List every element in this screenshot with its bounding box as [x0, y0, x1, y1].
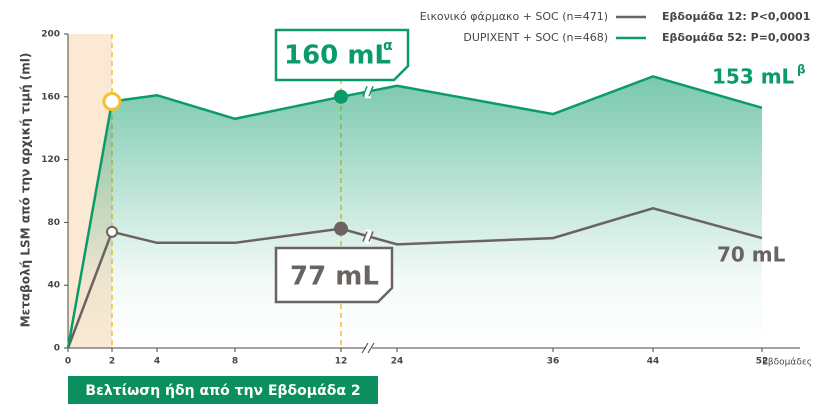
- marker: [334, 221, 348, 236]
- y-tick-label: 0: [54, 344, 60, 354]
- annotation-sup: β: [797, 63, 806, 77]
- x-tick-label: 52: [756, 357, 769, 367]
- banner-box: [68, 376, 378, 404]
- y-tick-label: 160: [41, 92, 60, 102]
- x-tick-label: 24: [391, 357, 404, 367]
- line-break-gap: [365, 229, 371, 244]
- line-break: [362, 231, 374, 242]
- callout-box: [274, 28, 410, 82]
- legend-label: DUPIXENT + SOC (n=468): [463, 31, 608, 44]
- annotation: 70 mL: [717, 243, 786, 267]
- banner: Βελτίωση ήδη από την Εβδομάδα 2: [85, 383, 360, 399]
- y-tick-label: 200: [41, 30, 60, 40]
- callout-box: [274, 246, 394, 304]
- line-break-gap: [365, 84, 371, 99]
- p-value: Εβδομάδα 12: P<0,0001: [662, 10, 810, 23]
- legend-label: Εικονικό φάρμακο + SOC (n=471): [420, 10, 608, 23]
- x-tick-label: 4: [154, 357, 160, 367]
- x-tick-label: 0: [65, 357, 71, 367]
- x-tick-label: 8: [232, 357, 238, 367]
- x-tick-label: 12: [335, 357, 348, 367]
- annotation: 77 mL: [290, 262, 379, 292]
- x-tick-label: 2: [109, 357, 115, 367]
- y-tick-label: 40: [47, 281, 60, 291]
- y-tick-label: 80: [47, 218, 60, 228]
- x-tick-label: 36: [547, 357, 560, 367]
- area: [68, 76, 762, 348]
- x-tick-label: 44: [647, 357, 660, 367]
- y-tick-label: 120: [41, 155, 60, 165]
- annotation: 153 mL: [712, 65, 795, 89]
- marker: [334, 89, 348, 104]
- x-axis-label: Εβδομάδες: [762, 358, 812, 368]
- y-axis-label: Μεταβολή LSM από την αρχική τιμή (ml): [19, 53, 33, 328]
- marker: [106, 225, 118, 238]
- annotation: 160 mL: [284, 41, 391, 71]
- line-break: [362, 86, 374, 97]
- annotation-sup: α: [383, 38, 393, 54]
- marker: [102, 92, 122, 112]
- p-value: Εβδομάδα 52: P=0,0003: [662, 31, 810, 44]
